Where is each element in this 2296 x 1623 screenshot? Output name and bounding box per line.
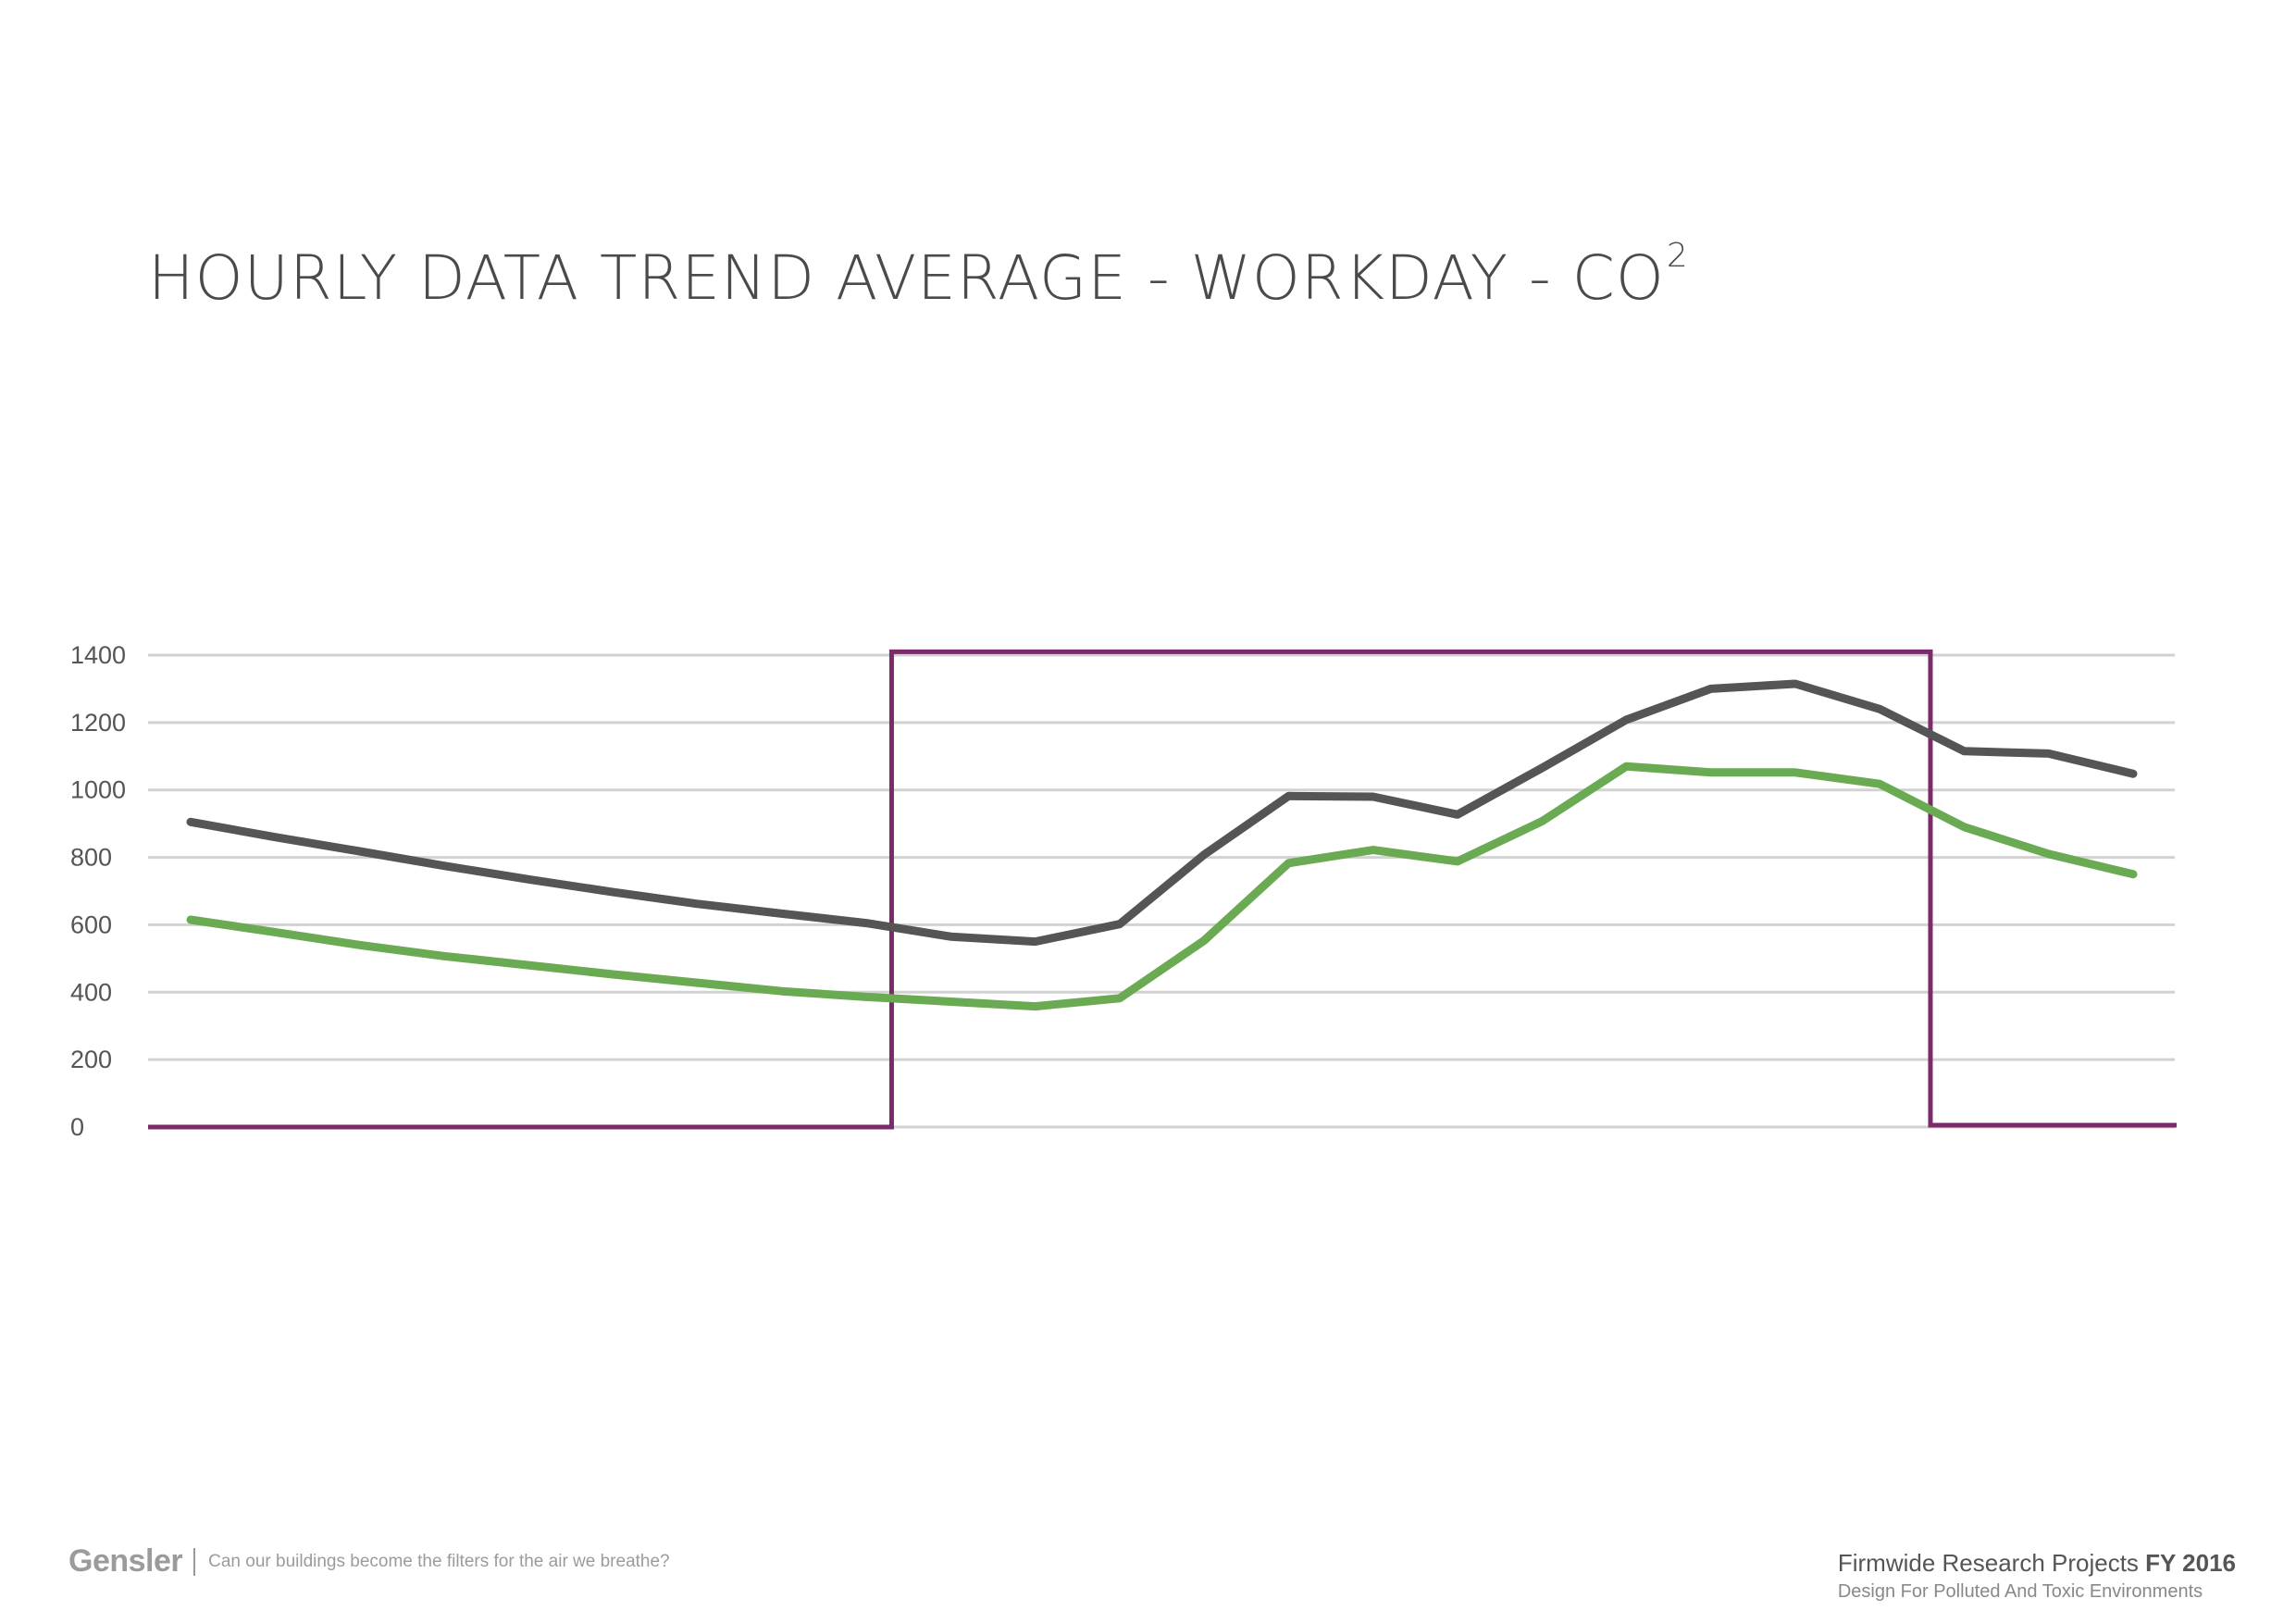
footer-left: Gensler Can our buildings become the fil… (68, 1543, 670, 1580)
project-line: Firmwide Research Projects FY 2016 (1838, 1549, 2236, 1578)
footer-tagline: Can our buildings become the filters for… (208, 1551, 670, 1571)
y-tick-label-1200: 1200 (70, 709, 126, 737)
title-superscript: 2 (1666, 237, 1689, 275)
series-lines (186, 679, 2138, 1011)
y-tick-label-600: 600 (70, 911, 112, 938)
project-subtitle: Design For Polluted And Toxic Environmen… (1837, 1581, 2203, 1602)
y-tick-label-1400: 1400 (70, 641, 126, 669)
y-tick-label-200: 200 (70, 1046, 112, 1073)
page-title: HOURLY DATA TREND AVERAGE - WORKDAY - CO… (148, 237, 1689, 314)
brand-logo: Gensler (68, 1543, 183, 1579)
y-tick-label-1000: 1000 (70, 776, 126, 804)
y-axis-ticks: 0 200 400 600 800 1000 1200 1400 (70, 641, 126, 1141)
footer-divider (193, 1547, 196, 1576)
footer-right: Firmwide Research Projects FY 2016 Desig… (1838, 1549, 2236, 1603)
series-dark-line (186, 679, 2138, 947)
y-tick-label-400: 400 (70, 978, 112, 1006)
y-tick-label-0: 0 (70, 1113, 84, 1141)
title-text: HOURLY DATA TREND AVERAGE - WORKDAY - CO (148, 242, 1665, 314)
gridlines (148, 653, 2175, 1129)
project-name: Firmwide Research Projects (1837, 1549, 2139, 1577)
series-green-line (186, 762, 2138, 1011)
workday-window-outline (148, 649, 2177, 1130)
y-tick-label-800: 800 (70, 844, 112, 872)
workday-window (148, 649, 2177, 1130)
project-year: FY 2016 (2145, 1549, 2236, 1577)
